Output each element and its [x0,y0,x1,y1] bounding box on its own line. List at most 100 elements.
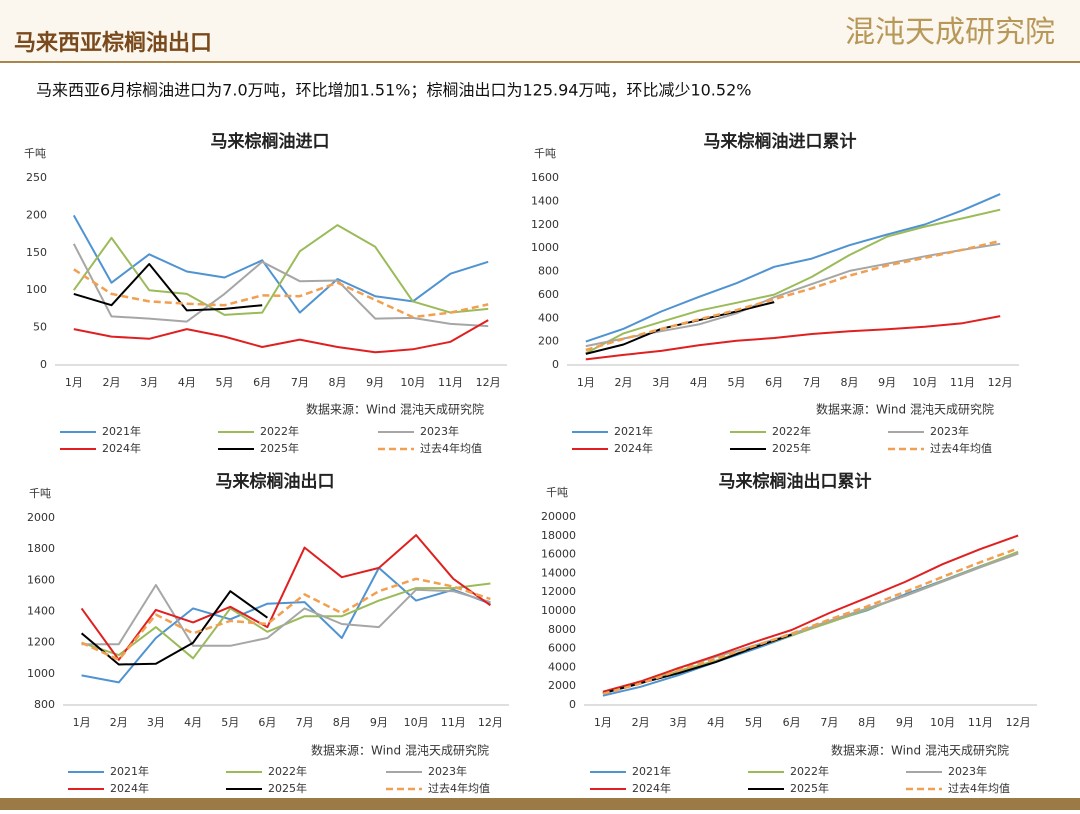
series-line [81,566,491,684]
y-tick-label: 1000 [531,241,559,254]
x-tick-label: 8月 [333,716,351,729]
x-tick-label: 6月 [253,376,271,389]
y-tick-label: 10000 [541,604,576,617]
header-title: 马来西亚棕榈油出口 [14,30,212,56]
legend-label: 2021年 [632,764,671,778]
x-tick-label: 6月 [783,716,801,729]
x-tick-label: 6月 [765,376,783,389]
x-tick-label: 5月 [221,716,239,729]
series-line [72,224,489,316]
series-line [73,319,489,354]
x-tick-label: 9月 [896,716,914,729]
x-tick-label: 12月 [988,376,1013,389]
x-tick-label: 8月 [858,716,876,729]
legend-label: 2024年 [102,441,141,455]
x-tick-label: 10月 [912,376,937,389]
series-line [73,263,263,312]
x-tick-label: 3月 [652,376,670,389]
x-tick-label: 5月 [728,376,746,389]
x-tick-label: 5月 [216,376,234,389]
x-tick-label: 3月 [147,716,165,729]
series-line [72,214,489,314]
series-line [585,301,775,355]
series-line [81,582,491,660]
x-tick-label: 2月 [103,376,121,389]
y-tick-label: 1200 [531,218,559,231]
x-tick-label: 7月 [820,716,838,729]
x-tick-label: 11月 [438,376,463,389]
chart-title: 马来棕榈油进口 [211,131,330,152]
legend-label: 2025年 [268,781,307,795]
logo: 混沌天成研究院 [845,15,1055,50]
source: 数据来源：Wind 混沌天成研究院 [311,743,489,758]
series-line [585,208,1001,355]
x-tick-label: 9月 [878,376,896,389]
x-tick-label: 12月 [476,376,501,389]
x-tick-label: 2月 [110,716,128,729]
y-tick-label: 16000 [541,548,576,561]
x-tick-label: 10月 [404,716,429,729]
y-tick-label: 2000 [548,679,576,692]
source: 数据来源：Wind 混沌天成研究院 [816,402,994,417]
y-tick-label: 200 [538,335,559,348]
series-line [585,239,1001,352]
legend-label: 2021年 [614,424,653,438]
legend-label: 过去4年均值 [428,781,490,795]
legend-label: 过去4年均值 [930,441,992,455]
x-tick-label: 7月 [803,376,821,389]
footer-bar [0,798,1080,810]
series-line [602,534,1019,693]
series-line [602,547,1019,695]
x-tick-label: 6月 [258,716,276,729]
y-tick-label: 8000 [548,623,576,636]
x-tick-label: 12月 [478,716,503,729]
y-tick-label: 1600 [27,573,55,586]
legend-label: 2022年 [790,764,829,778]
x-tick-label: 8月 [841,376,859,389]
source: 数据来源：Wind 混沌天成研究院 [306,402,484,417]
legend-label: 2025年 [772,441,811,455]
y-tick-label: 0 [569,698,576,711]
y-tick-label: 2000 [27,511,55,524]
x-tick-label: 11月 [441,716,466,729]
series-line [81,584,491,647]
x-tick-label: 1月 [65,376,83,389]
chart-title: 马来棕榈油出口累计 [719,471,872,492]
series-line [585,193,1001,343]
source: 数据来源：Wind 混沌天成研究院 [831,743,1009,758]
legend-label: 2022年 [772,424,811,438]
legend-label: 2023年 [428,764,467,778]
legend-label: 过去4年均值 [948,781,1010,795]
y-tick-label: 1400 [27,605,55,618]
y-tick-label: 400 [538,311,559,324]
series-line [80,590,268,666]
x-tick-label: 7月 [296,716,314,729]
y-tick-label: 6000 [548,642,576,655]
summary: 马来西亚6月棕榈油进口为7.0万吨，环比增加1.51%；棕榈油出口为125.94… [36,81,751,100]
legend-label: 2025年 [260,441,299,455]
x-tick-label: 5月 [745,716,763,729]
legend-label: 2023年 [420,424,459,438]
y-tick-label: 800 [538,265,559,278]
y-tick-label: 150 [26,246,47,259]
y-tick-label: 4000 [548,660,576,673]
y-tick-label: 1000 [27,667,55,680]
x-tick-label: 1月 [594,716,612,729]
legend-label: 2022年 [268,764,307,778]
y-tick-label: 800 [34,698,55,711]
legend-label: 2023年 [930,424,969,438]
x-tick-label: 4月 [707,716,725,729]
x-tick-label: 1月 [577,376,595,389]
x-tick-label: 4月 [690,376,708,389]
x-tick-label: 1月 [73,716,91,729]
legend-label: 2024年 [614,441,653,455]
y-tick-label: 250 [26,171,47,184]
legend-label: 2022年 [260,424,299,438]
legend-label: 2025年 [790,781,829,795]
x-tick-label: 10月 [400,376,425,389]
y-tick-label: 50 [33,321,47,334]
series-line [81,577,491,662]
x-tick-label: 3月 [669,716,687,729]
x-tick-label: 2月 [632,716,650,729]
